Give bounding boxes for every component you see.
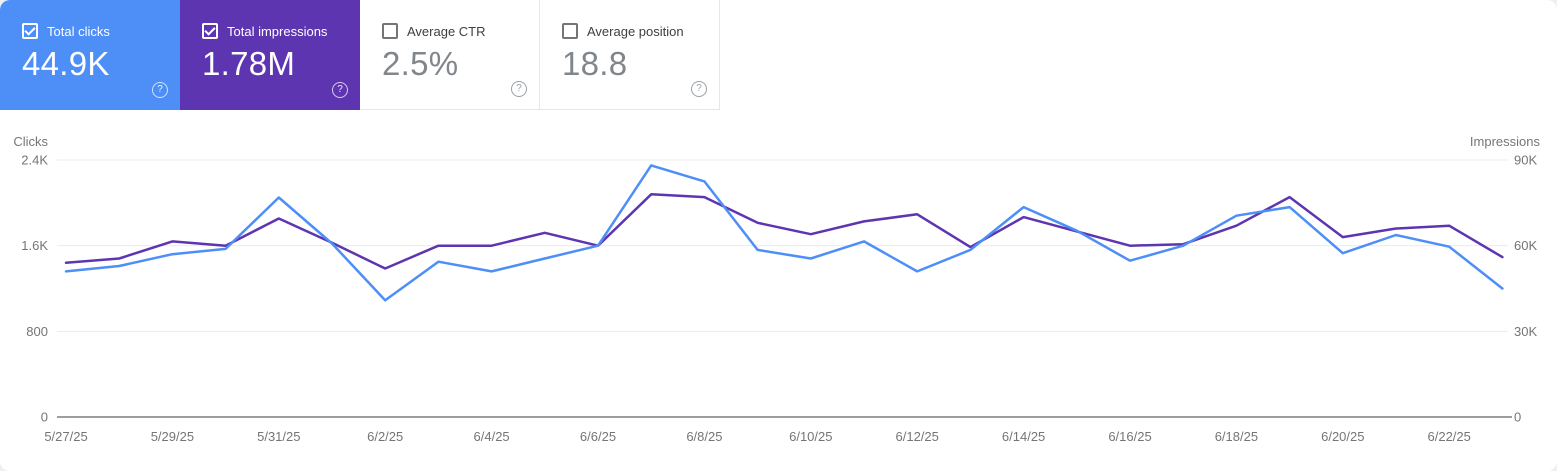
right-axis-tick-label: 30K <box>1514 324 1537 339</box>
left-axis-tick-label: 1.6K <box>21 238 48 253</box>
metric-card-label: Average position <box>587 23 684 39</box>
left-axis-title: Clicks <box>13 134 48 149</box>
x-axis-tick-label: 6/6/25 <box>580 429 616 444</box>
help-icon[interactable]: ? <box>511 81 527 97</box>
x-axis-tick-label: 6/22/25 <box>1428 429 1471 444</box>
left-axis-tick-label: 800 <box>26 324 48 339</box>
x-axis-tick-label: 6/8/25 <box>686 429 722 444</box>
metric-card-label: Total impressions <box>227 23 328 39</box>
metric-card-total-impressions[interactable]: Total impressions 1.78M ? <box>180 0 360 110</box>
metric-card-value: 1.78M <box>202 45 296 82</box>
metric-card-value: 2.5% <box>382 45 459 82</box>
right-axis-tick-label: 90K <box>1514 153 1537 168</box>
x-axis-tick-label: 6/18/25 <box>1215 429 1258 444</box>
x-axis-tick-label: 6/16/25 <box>1108 429 1151 444</box>
metric-card-label: Total clicks <box>47 23 110 39</box>
left-axis-tick-label: 0 <box>41 410 48 425</box>
impressions-line <box>64 193 1504 270</box>
right-axis-title: Impressions <box>1470 134 1541 149</box>
metric-card-value: 44.9K <box>22 45 110 82</box>
right-axis-tick-label: 60K <box>1514 238 1537 253</box>
x-axis-tick-label: 6/2/25 <box>367 429 403 444</box>
x-axis-tick-label: 6/10/25 <box>789 429 832 444</box>
help-icon[interactable]: ? <box>332 82 348 98</box>
metric-card-header: Total clicks <box>22 23 166 39</box>
help-icon[interactable]: ? <box>152 82 168 98</box>
metric-card-value: 18.8 <box>562 45 628 82</box>
metric-card-label: Average CTR <box>407 23 486 39</box>
x-axis-tick-label: 6/12/25 <box>896 429 939 444</box>
x-axis-tick-label: 5/31/25 <box>257 429 300 444</box>
checkbox-checked-icon[interactable] <box>22 23 38 39</box>
help-icon[interactable]: ? <box>691 81 707 97</box>
left-axis-tick-label: 2.4K <box>21 153 48 168</box>
clicks-line <box>64 164 1504 302</box>
x-axis-tick-label: 6/14/25 <box>1002 429 1045 444</box>
checkbox-unchecked-icon[interactable] <box>382 23 398 39</box>
metric-card-average-ctr[interactable]: Average CTR 2.5% ? <box>360 0 540 110</box>
x-axis-tick-label: 6/4/25 <box>474 429 510 444</box>
metric-card-header: Average CTR <box>382 23 525 39</box>
metric-card-header: Average position <box>562 23 705 39</box>
checkbox-unchecked-icon[interactable] <box>562 23 578 39</box>
checkbox-checked-icon[interactable] <box>202 23 218 39</box>
x-axis-tick-label: 6/20/25 <box>1321 429 1364 444</box>
metric-cards-row: Total clicks 44.9K ? Total impressions 1… <box>0 0 720 110</box>
x-axis-tick-label: 5/27/25 <box>44 429 87 444</box>
x-axis-tick-label: 5/29/25 <box>151 429 194 444</box>
right-axis-tick-label: 0 <box>1514 410 1521 425</box>
metric-card-header: Total impressions <box>202 23 346 39</box>
metric-card-total-clicks[interactable]: Total clicks 44.9K ? <box>0 0 180 110</box>
metric-card-average-position[interactable]: Average position 18.8 ? <box>540 0 720 110</box>
